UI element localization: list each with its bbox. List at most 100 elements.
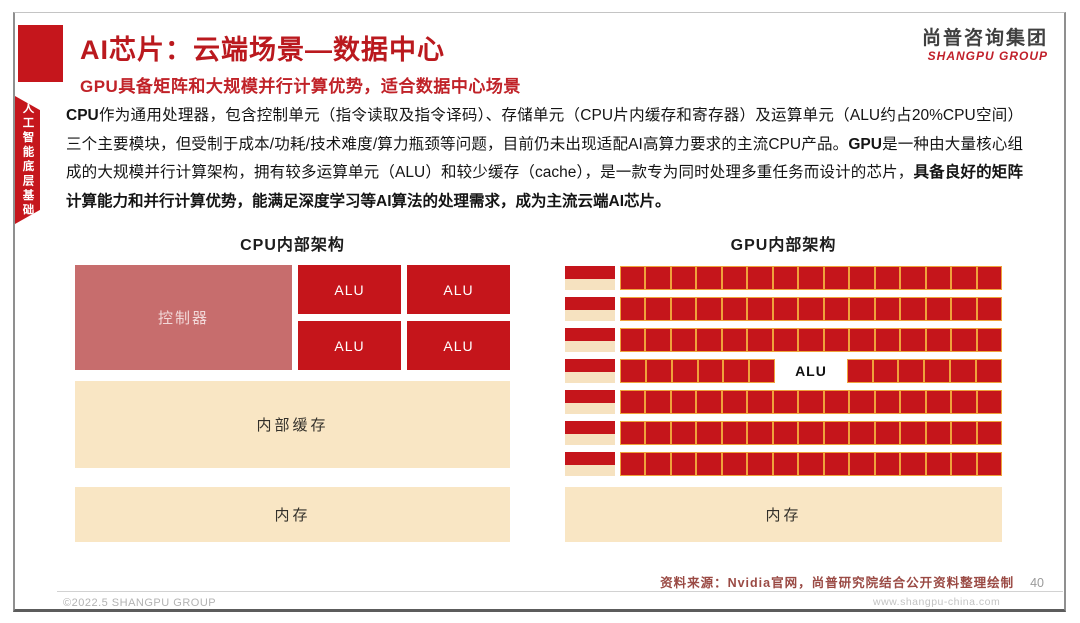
gpu-core-cell [620, 452, 646, 476]
gpu-cache-bar [565, 402, 615, 414]
gpu-cell-strip [620, 452, 1003, 476]
gpu-row [565, 390, 1003, 414]
cpu-memory-label: 内存 [274, 507, 311, 524]
gpu-core-cell [951, 452, 977, 476]
gpu-core-cell [671, 359, 698, 383]
gpu-core-cell [772, 452, 799, 476]
gpu-core-cell [900, 266, 926, 290]
gpu-core-cell [976, 328, 1003, 352]
gpu-core-cell [620, 266, 646, 290]
gpu-control-cache-unit [565, 328, 615, 352]
gpu-core-cell [747, 297, 773, 321]
cpu-controller-block: 控制器 [75, 265, 292, 370]
gpu-core-cell [849, 390, 875, 414]
body-segment: 具备良好的矩阵计算能力和并行计算优势，能满足深度学习等AI算法的处理需求，成为主… [66, 164, 1023, 210]
gpu-core-cell [670, 328, 697, 352]
gpu-cache-bar [565, 433, 615, 445]
gpu-control-bar [565, 328, 615, 341]
gpu-control-cache-unit [565, 421, 615, 445]
gpu-core-cell [670, 421, 697, 445]
gpu-core-cell [900, 328, 926, 352]
gpu-core-cell [772, 328, 799, 352]
title-accent-square [18, 25, 63, 82]
gpu-core-cell [747, 421, 773, 445]
cpu-alu-block: ALU [298, 321, 401, 370]
gpu-core-cell [976, 266, 1003, 290]
body-segment: 作为通用处理器，包含控制单元（指令读取及指令译码）、存储单元（CPU片内缓存和寄… [66, 107, 1023, 153]
gpu-core-cell [645, 359, 672, 383]
gpu-core-cell [976, 421, 1003, 445]
page-title: AI芯片：云端场景—数据中心 [80, 35, 445, 65]
gpu-core-cell [823, 297, 850, 321]
gpu-core-cell [925, 328, 952, 352]
gpu-core-cell [924, 359, 951, 383]
gpu-core-cell [697, 359, 724, 383]
gpu-core-cell [849, 421, 875, 445]
gpu-core-cell [772, 297, 799, 321]
gpu-core-cell [696, 452, 722, 476]
gpu-core-cell [721, 390, 748, 414]
copyright-text: ©2022.5 SHANGPU GROUP [63, 597, 217, 609]
gpu-core-cell [976, 390, 1003, 414]
gpu-cache-bar [565, 278, 615, 290]
gpu-control-cache-unit [565, 266, 615, 290]
gpu-core-cell [620, 328, 646, 352]
gpu-core-cell [696, 297, 722, 321]
gpu-core-cell [951, 297, 977, 321]
page-number: 40 [1030, 576, 1044, 590]
gpu-core-cell [823, 266, 850, 290]
gpu-core-cell [696, 421, 722, 445]
company-logo-en: SHANGPU GROUP [927, 48, 1048, 63]
gpu-core-cell [900, 297, 926, 321]
cpu-alu-grid: ALU ALU ALU ALU [298, 265, 510, 370]
gpu-core-cell [874, 297, 901, 321]
cpu-cache-label: 内部缓存 [256, 417, 329, 434]
gpu-core-cell [849, 328, 875, 352]
gpu-core-cell [721, 421, 748, 445]
gpu-core-cell [900, 421, 926, 445]
section-ribbon-label: 人工智能底层基础 [21, 102, 34, 218]
gpu-core-cell [798, 328, 824, 352]
gpu-core-cell [846, 359, 873, 383]
gpu-core-cell [823, 421, 850, 445]
body-segment: GPU [848, 135, 882, 153]
gpu-cell-strip [620, 297, 1003, 321]
gpu-alu-label: ALU [775, 359, 847, 383]
company-logo: 尚普咨询集团 SHANGPU GROUP [922, 28, 1048, 64]
gpu-core-cell [976, 359, 1002, 383]
gpu-row: ALU [565, 359, 1002, 383]
gpu-control-cache-unit [565, 297, 615, 321]
cpu-alu-block: ALU [407, 265, 510, 314]
gpu-core-cell [723, 359, 750, 383]
gpu-core-cell [976, 452, 1003, 476]
gpu-core-cell [849, 452, 875, 476]
gpu-core-cell [951, 266, 977, 290]
gpu-core-cell [645, 452, 671, 476]
gpu-control-cache-unit [565, 359, 615, 383]
gpu-control-cache-unit [565, 390, 615, 414]
gpu-core-cell [620, 359, 646, 383]
gpu-core-cell [645, 328, 671, 352]
gpu-core-cell [772, 421, 799, 445]
body-segment: CPU [66, 107, 99, 124]
body-paragraph: CPU作为通用处理器，包含控制单元（指令读取及指令译码）、存储单元（CPU片内缓… [66, 102, 1023, 216]
website-text: www.shangpu-china.com [873, 596, 1001, 608]
gpu-cell-strip: ALU [620, 359, 1002, 383]
gpu-core-cell [925, 297, 952, 321]
gpu-core-cell [670, 452, 697, 476]
gpu-core-cell [721, 328, 748, 352]
gpu-memory-label: 内存 [765, 507, 802, 524]
gpu-core-cell [747, 266, 773, 290]
gpu-core-cell [950, 359, 977, 383]
gpu-cache-bar [565, 309, 615, 321]
footer-divider [57, 591, 1063, 592]
body-segment: 是一种由大量核心组成的大规模并行计算架构，拥有较多运算单元（ALU）和较少缓存（… [66, 135, 1023, 182]
gpu-core-cell [772, 390, 799, 414]
gpu-core-cell [823, 390, 850, 414]
gpu-core-cell [721, 452, 748, 476]
gpu-row [565, 421, 1003, 445]
gpu-cell-strip [620, 328, 1003, 352]
cpu-controller-label: 控制器 [157, 310, 209, 327]
gpu-core-cell [874, 452, 901, 476]
cpu-alu-block: ALU [407, 321, 510, 370]
